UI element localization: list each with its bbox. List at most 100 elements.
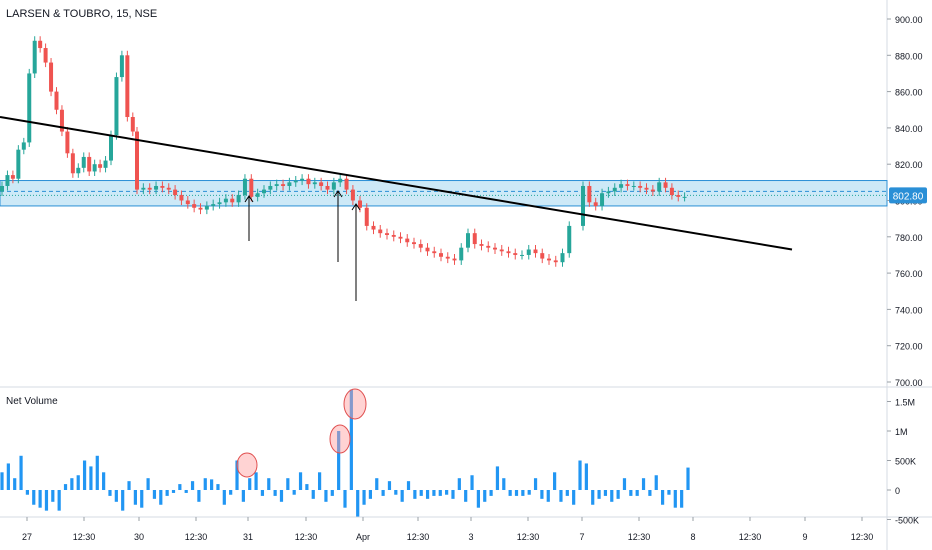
candle-body [141, 187, 146, 190]
volume-bar [584, 463, 588, 490]
volume-bar [171, 490, 176, 493]
candle-body [16, 149, 21, 179]
volume-bar [146, 478, 150, 490]
volume-bar [476, 490, 480, 508]
candle-body [81, 156, 86, 168]
highlight-circle[interactable] [236, 452, 258, 478]
volume-bar [445, 490, 449, 495]
candle-body [619, 184, 624, 188]
volume-bar [235, 460, 239, 490]
price-tick-label: 860.00 [895, 88, 923, 98]
volume-highlights[interactable] [236, 388, 367, 478]
volume-bar [540, 490, 544, 499]
price-tick-label: 840.00 [895, 124, 923, 134]
candle-body [331, 182, 336, 190]
time-tick-label: 12:30 [628, 532, 651, 542]
candle-body [350, 189, 355, 201]
candle-body [236, 195, 241, 203]
volume-bar [572, 490, 576, 505]
trendline[interactable] [0, 116, 793, 251]
volume-bar [330, 490, 334, 496]
volume-bar [356, 490, 360, 517]
volume-bar [680, 490, 684, 508]
candle-body [312, 182, 317, 185]
time-tick-label: 12:30 [739, 532, 762, 542]
time-axis[interactable]: 27 12:30 30 12:30 31 12:30 Apr 12:30 3 12:30 7 12:3… [22, 517, 873, 542]
candle-body [479, 244, 484, 246]
volume-bar [184, 490, 188, 493]
volume-bar [362, 490, 366, 505]
candle-body [147, 187, 152, 190]
candle-body [676, 195, 681, 197]
candle-body [98, 164, 103, 168]
volume-bar [686, 467, 690, 490]
candle-body [644, 187, 649, 190]
support-zone-band[interactable] [0, 180, 888, 207]
support-zone[interactable] [0, 180, 888, 207]
candle-body [5, 175, 10, 186]
volume-axis[interactable]: 1.5M 1M 500K 0 -500K [887, 398, 919, 526]
candle-body [325, 185, 330, 190]
candle-body [32, 40, 37, 74]
highlight-circle[interactable] [343, 388, 367, 420]
volume-bar [438, 490, 442, 496]
volume-bar [629, 490, 633, 496]
last-price-badge: 802.80 [889, 187, 927, 204]
volume-tick-label: 1M [895, 427, 908, 437]
candle-body [682, 196, 687, 198]
price-tick-label: 700.00 [895, 378, 923, 388]
candle-body [606, 191, 611, 194]
candle-body [358, 200, 362, 208]
candle-body [459, 247, 464, 261]
candle-body [445, 256, 450, 259]
candle-body [287, 182, 292, 186]
candle-body [425, 247, 430, 252]
highlight-circle[interactable] [329, 424, 351, 454]
candle-body [631, 185, 636, 187]
volume-bar [241, 490, 245, 502]
volume-bar [324, 490, 328, 502]
candle-body [398, 236, 403, 239]
volume-bar [406, 481, 411, 490]
volume-bar [368, 490, 373, 499]
candle-body [344, 178, 349, 190]
candle-series [0, 36, 687, 267]
candle-body [281, 184, 286, 186]
candle-body [223, 198, 228, 203]
annotation-arrows[interactable] [244, 190, 361, 301]
candle-body [211, 204, 216, 206]
volume-bar [419, 490, 423, 496]
volume-bar [349, 389, 353, 490]
candle-body [0, 185, 4, 192]
volume-bar [648, 490, 652, 496]
volume-bar [654, 475, 658, 490]
candle-body [300, 178, 305, 181]
volume-bar [457, 478, 461, 490]
time-tick-label: 12:30 [185, 532, 208, 542]
candle-body [547, 258, 551, 261]
candle-body [27, 73, 32, 143]
trendline-segment[interactable] [0, 116, 793, 251]
candle-body [581, 185, 585, 226]
volume-bar [70, 478, 74, 490]
candle-body [499, 249, 504, 252]
volume-bar [44, 490, 49, 511]
time-tick-label: 12:30 [407, 532, 430, 542]
volume-bar [108, 490, 112, 496]
candle-body [506, 251, 511, 254]
time-tick-label: 12:30 [73, 532, 96, 542]
volume-bar [51, 490, 55, 502]
candle-body [553, 260, 558, 263]
candle-body [466, 233, 470, 248]
volume-bar [610, 490, 614, 502]
candle-body [262, 189, 266, 194]
volume-bar [140, 490, 144, 508]
volume-bar [6, 463, 10, 490]
volume-bar [559, 490, 563, 502]
candle-body [593, 202, 598, 206]
volume-bar [254, 472, 258, 490]
candle-body [405, 238, 410, 243]
candle-body [319, 182, 324, 186]
price-tick-label: 900.00 [895, 15, 923, 25]
